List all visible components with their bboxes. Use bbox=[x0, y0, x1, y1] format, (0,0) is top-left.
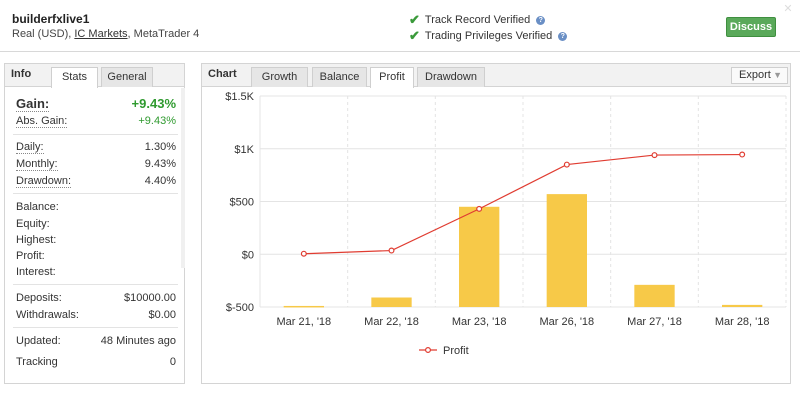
account-type: Real (USD), bbox=[12, 28, 72, 40]
question-icon[interactable]: ? bbox=[536, 15, 546, 25]
interest-label: Interest: bbox=[16, 266, 56, 278]
profit-chart: $-500 $0 $500 $1K $1.5K Mar 21, '18 Mar 22, '1… bbox=[225, 91, 787, 357]
chart-title: Chart bbox=[208, 68, 237, 80]
bar bbox=[722, 304, 763, 307]
platform-label: , MetaTrader 4 bbox=[127, 28, 200, 40]
line-point bbox=[476, 205, 483, 212]
tab-general[interactable]: General bbox=[101, 67, 153, 87]
profit-line bbox=[303, 153, 743, 255]
tab-balance[interactable]: Balance bbox=[312, 67, 367, 87]
account-name: builderfxlive1 bbox=[12, 12, 90, 26]
equity-label: Equity: bbox=[16, 218, 50, 230]
x-tick-label: Mar 23, '18 bbox=[452, 316, 507, 328]
x-tick-label: Mar 27, '18 bbox=[627, 316, 682, 328]
tab-drawdown[interactable]: Drawdown bbox=[417, 67, 485, 87]
line-point bbox=[388, 247, 395, 254]
bar bbox=[546, 194, 587, 307]
x-tick-label: Mar 28, '18 bbox=[715, 316, 770, 328]
monthly-label: Monthly: bbox=[16, 158, 58, 171]
line-point bbox=[739, 151, 746, 158]
profit-label: Profit: bbox=[16, 250, 45, 262]
x-tick-label: Mar 21, '18 bbox=[276, 316, 331, 328]
tab-profit[interactable]: Profit bbox=[370, 67, 414, 88]
legend-marker bbox=[425, 347, 432, 354]
x-tick-label: Mar 26, '18 bbox=[539, 316, 594, 328]
tab-stats[interactable]: Stats bbox=[51, 67, 98, 88]
trading-privileges-label: Trading Privileges Verified bbox=[424, 30, 553, 42]
divider bbox=[13, 284, 178, 285]
deposits-value: $10000.00 bbox=[124, 292, 176, 304]
tracking-value: 0 bbox=[169, 356, 176, 368]
withdrawals-value: $0.00 bbox=[148, 309, 176, 321]
y-tick-label: $500 bbox=[230, 197, 254, 209]
broker-link[interactable]: IC Markets bbox=[74, 28, 128, 40]
bar bbox=[634, 284, 675, 307]
account-header: builderfxlive1 Real (USD), IC Markets, M… bbox=[0, 0, 800, 52]
drawdown-value: 4.40% bbox=[144, 175, 176, 187]
legend-label: Profit bbox=[443, 345, 469, 357]
tracking-label: Tracking bbox=[16, 356, 58, 368]
updated-value: 48 Minutes ago bbox=[100, 335, 176, 347]
close-icon[interactable]: ✕ bbox=[783, 3, 793, 15]
drawdown-label: Drawdown: bbox=[16, 175, 72, 188]
bar bbox=[459, 206, 500, 307]
track-record-label: Track Record Verified bbox=[424, 14, 531, 26]
divider bbox=[13, 134, 178, 135]
divider bbox=[13, 327, 178, 328]
daily-value: 1.30% bbox=[144, 141, 176, 153]
abs-gain-value: +9.43% bbox=[138, 115, 176, 127]
check-icon: ✔ bbox=[409, 28, 420, 43]
track-record-status: ✔ Track Record Verified ? bbox=[409, 12, 546, 28]
info-title: Info bbox=[11, 68, 32, 80]
y-tick-label: $1K bbox=[234, 144, 254, 156]
account-details: Real (USD), IC Markets, MetaTrader 4 bbox=[12, 28, 199, 40]
y-tick-label: $1.5K bbox=[225, 91, 254, 103]
line-point bbox=[651, 152, 658, 159]
chart-tabs: Chart Growth Balance Profit Drawdown Exp… bbox=[202, 64, 790, 88]
divider bbox=[13, 193, 178, 194]
gain-value: +9.43% bbox=[131, 96, 176, 111]
export-button[interactable]: Export ▼ bbox=[731, 67, 788, 84]
gain-label: Gain: bbox=[16, 96, 50, 112]
highest-label: Highest: bbox=[16, 234, 57, 246]
question-icon[interactable]: ? bbox=[558, 31, 568, 41]
y-tick-label: $-500 bbox=[226, 302, 254, 314]
bar bbox=[283, 305, 324, 308]
deposits-label: Deposits: bbox=[16, 292, 62, 304]
chevron-down-icon: ▼ bbox=[773, 70, 782, 80]
check-icon: ✔ bbox=[409, 12, 420, 27]
updated-label: Updated: bbox=[16, 335, 61, 347]
y-tick-label: $0 bbox=[242, 249, 254, 261]
info-panel: Info Stats General Gain: +9.43% Abs. Gai… bbox=[4, 63, 185, 384]
tab-growth[interactable]: Growth bbox=[251, 67, 308, 87]
trading-privileges-status: ✔ Trading Privileges Verified ? bbox=[409, 28, 568, 44]
discuss-button[interactable]: Discuss bbox=[726, 17, 776, 37]
monthly-value: 9.43% bbox=[144, 158, 176, 170]
daily-label: Daily: bbox=[16, 141, 44, 154]
line-point bbox=[563, 161, 570, 168]
info-tabs: Info Stats General bbox=[5, 64, 184, 88]
scrollbar[interactable] bbox=[181, 88, 185, 268]
export-label: Export bbox=[739, 69, 771, 81]
chart-panel: Chart Growth Balance Profit Drawdown Exp… bbox=[201, 63, 791, 384]
bar bbox=[371, 297, 412, 307]
balance-label: Balance: bbox=[16, 201, 59, 213]
x-tick-label: Mar 22, '18 bbox=[364, 316, 419, 328]
abs-gain-label: Abs. Gain: bbox=[16, 115, 68, 128]
line-point bbox=[300, 250, 307, 257]
withdrawals-label: Withdrawals: bbox=[16, 309, 79, 321]
